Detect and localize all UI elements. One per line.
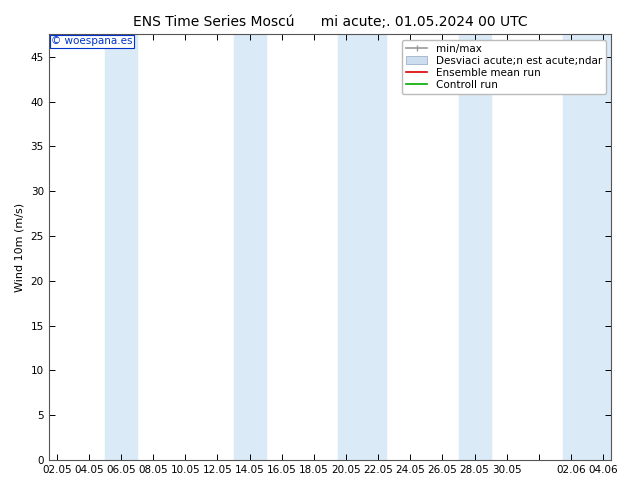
Text: © woespana.es: © woespana.es bbox=[51, 36, 133, 47]
Title: ENS Time Series Moscú      mi acute;. 01.05.2024 00 UTC: ENS Time Series Moscú mi acute;. 01.05.2… bbox=[133, 15, 527, 29]
Legend: min/max, Desviaci acute;n est acute;ndar, Ensemble mean run, Controll run: min/max, Desviaci acute;n est acute;ndar… bbox=[402, 40, 606, 94]
Bar bbox=[105, 34, 137, 460]
Bar bbox=[338, 34, 386, 460]
Bar bbox=[563, 34, 611, 460]
Bar bbox=[458, 34, 491, 460]
Bar bbox=[233, 34, 266, 460]
Y-axis label: Wind 10m (m/s): Wind 10m (m/s) bbox=[15, 203, 25, 292]
